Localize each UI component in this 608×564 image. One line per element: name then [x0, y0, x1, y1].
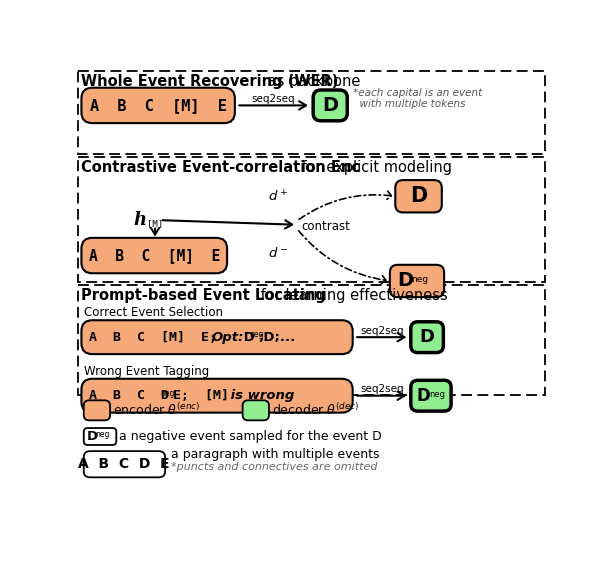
Text: D: D — [87, 430, 98, 443]
Text: for explicit modeling: for explicit modeling — [297, 160, 452, 175]
FancyBboxPatch shape — [243, 400, 269, 420]
Text: for learning effectiveness: for learning effectiveness — [256, 288, 447, 303]
Text: Prompt-based Event Locating: Prompt-based Event Locating — [81, 288, 326, 303]
Text: ;D;...: ;D;... — [258, 331, 295, 343]
FancyBboxPatch shape — [411, 322, 443, 352]
Text: Opt:: Opt: — [212, 331, 244, 343]
FancyBboxPatch shape — [390, 265, 444, 297]
Text: $d^-$: $d^-$ — [268, 246, 288, 260]
Bar — [78, 285, 545, 395]
Text: neg: neg — [250, 331, 264, 340]
Text: D: D — [398, 271, 414, 290]
Text: neg: neg — [411, 275, 428, 284]
FancyBboxPatch shape — [411, 380, 451, 411]
FancyBboxPatch shape — [395, 180, 442, 213]
FancyBboxPatch shape — [84, 428, 116, 445]
FancyBboxPatch shape — [81, 238, 227, 274]
Text: A  B  C  [M]  E: A B C [M] E — [89, 248, 220, 263]
Text: Whole Event Recovering (WER): Whole Event Recovering (WER) — [81, 74, 339, 89]
FancyBboxPatch shape — [84, 400, 110, 420]
Bar — [78, 70, 545, 154]
Text: A  B  C  D: A B C D — [89, 389, 169, 402]
Text: contrast: contrast — [302, 220, 350, 233]
Text: decoder $\theta^{(dec)}$: decoder $\theta^{(dec)}$ — [272, 402, 359, 418]
Text: A  B  C  [M]  E: A B C [M] E — [90, 98, 227, 113]
FancyBboxPatch shape — [81, 320, 353, 354]
Text: *each capital is an event
  with multiple tokens: *each capital is an event with multiple … — [353, 87, 483, 109]
Text: seq2seq: seq2seq — [360, 325, 404, 336]
Text: A  B  C  D  E: A B C D E — [78, 457, 170, 472]
Text: Correct Event Selection: Correct Event Selection — [84, 306, 223, 319]
Text: *puncts and connectives are omitted: *puncts and connectives are omitted — [171, 461, 377, 472]
Text: neg: neg — [429, 390, 446, 399]
Text: $\boldsymbol{h}$: $\boldsymbol{h}$ — [133, 211, 147, 229]
FancyBboxPatch shape — [81, 87, 235, 123]
Text: a negative event sampled for the event D: a negative event sampled for the event D — [119, 430, 382, 443]
Text: Wrong Event Tagging: Wrong Event Tagging — [84, 365, 209, 378]
Text: encoder $\theta^{(enc)}$: encoder $\theta^{(enc)}$ — [113, 402, 201, 418]
Text: D: D — [417, 387, 430, 405]
Text: $d^+$: $d^+$ — [268, 190, 288, 205]
Text: seq2seq: seq2seq — [252, 94, 295, 104]
FancyBboxPatch shape — [313, 90, 347, 121]
Text: D: D — [322, 96, 338, 115]
Text: neg: neg — [95, 430, 110, 439]
Text: neg: neg — [161, 389, 175, 398]
Text: as backbone: as backbone — [263, 74, 360, 89]
Text: E;  [M]: E; [M] — [173, 389, 229, 402]
Text: Contrastive Event-correlation Enc: Contrastive Event-correlation Enc — [81, 160, 361, 175]
Text: a paragraph with multiple events: a paragraph with multiple events — [171, 448, 379, 461]
Text: D: D — [420, 328, 435, 346]
Bar — [78, 157, 545, 282]
FancyBboxPatch shape — [84, 451, 165, 477]
Text: [M]: [M] — [147, 219, 163, 228]
Text: seq2seq: seq2seq — [360, 384, 404, 394]
Text: D: D — [410, 186, 427, 206]
FancyBboxPatch shape — [81, 379, 353, 413]
Text: is wrong: is wrong — [226, 389, 294, 402]
Text: A  B  C  [M]  E;: A B C [M] E; — [89, 331, 233, 343]
Text: D: D — [239, 331, 255, 343]
